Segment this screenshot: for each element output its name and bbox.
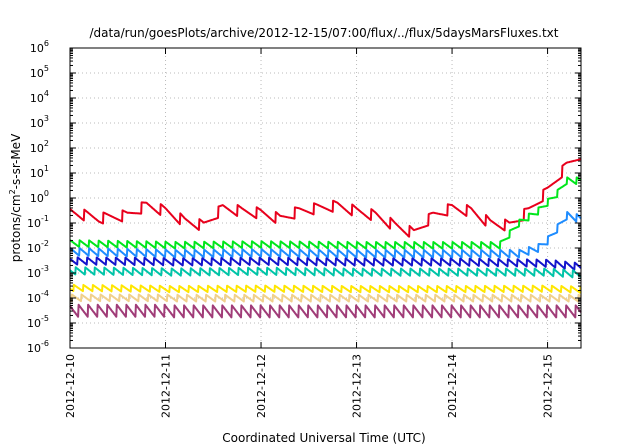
x-tick-label-3: 2012-12-13 [351,354,364,418]
x-axis: 2012-12-10 2012-12-11 2012-12-12 2012-12-13… [64,48,555,418]
y-axis-label-sup: 2 [8,189,17,194]
y-tick-label-8: 102 [30,139,49,155]
y-axis: 10-6 10-5 10-4 10-3 10-2 10-1 100 101 102 103 104 1… [27,39,581,355]
y-tick-label-12: 106 [30,39,49,55]
series-line-1 [69,176,582,250]
y-tick-label-2: 10-4 [27,289,49,305]
series-line-0 [69,158,582,238]
y-tick-label-11: 105 [30,64,49,80]
y-tick-label-1: 10-5 [27,314,49,330]
series-line-3 [69,256,582,271]
y-tick-label-6: 100 [30,189,49,205]
series-line-4 [69,266,582,279]
series-line-2 [69,211,582,259]
y-tick-label-3: 10-3 [27,264,49,280]
y-tick-label-4: 10-2 [27,239,49,255]
series-line-6 [69,293,582,303]
series-line-7 [69,303,582,319]
y-axis-label: protons/cm2-s-sr-MeV [8,133,23,262]
y-tick-label-0: 10-6 [27,339,49,355]
x-axis-label: Coordinated Universal Time (UTC) [222,431,425,445]
x-tick-label-5: 2012-12-15 [542,354,555,418]
x-tick-label-2: 2012-12-12 [255,354,268,418]
y-tick-label-5: 10-1 [27,214,49,230]
y-tick-label-7: 101 [30,164,49,180]
y-axis-label-suffix: -s-sr-MeV [9,133,23,189]
grid [70,48,581,348]
y-axis-label-prefix: protons/cm [9,194,23,262]
chart-title: /data/run/goesPlots/archive/2012-12-15/0… [90,26,559,40]
series-line-5 [69,283,582,294]
y-tick-label-9: 103 [30,114,49,130]
x-tick-label-1: 2012-12-11 [160,354,173,418]
y-tick-label-10: 104 [30,89,49,105]
x-tick-label-4: 2012-12-14 [446,354,459,418]
series-group [69,158,582,319]
x-tick-label-0: 2012-12-10 [64,354,77,418]
